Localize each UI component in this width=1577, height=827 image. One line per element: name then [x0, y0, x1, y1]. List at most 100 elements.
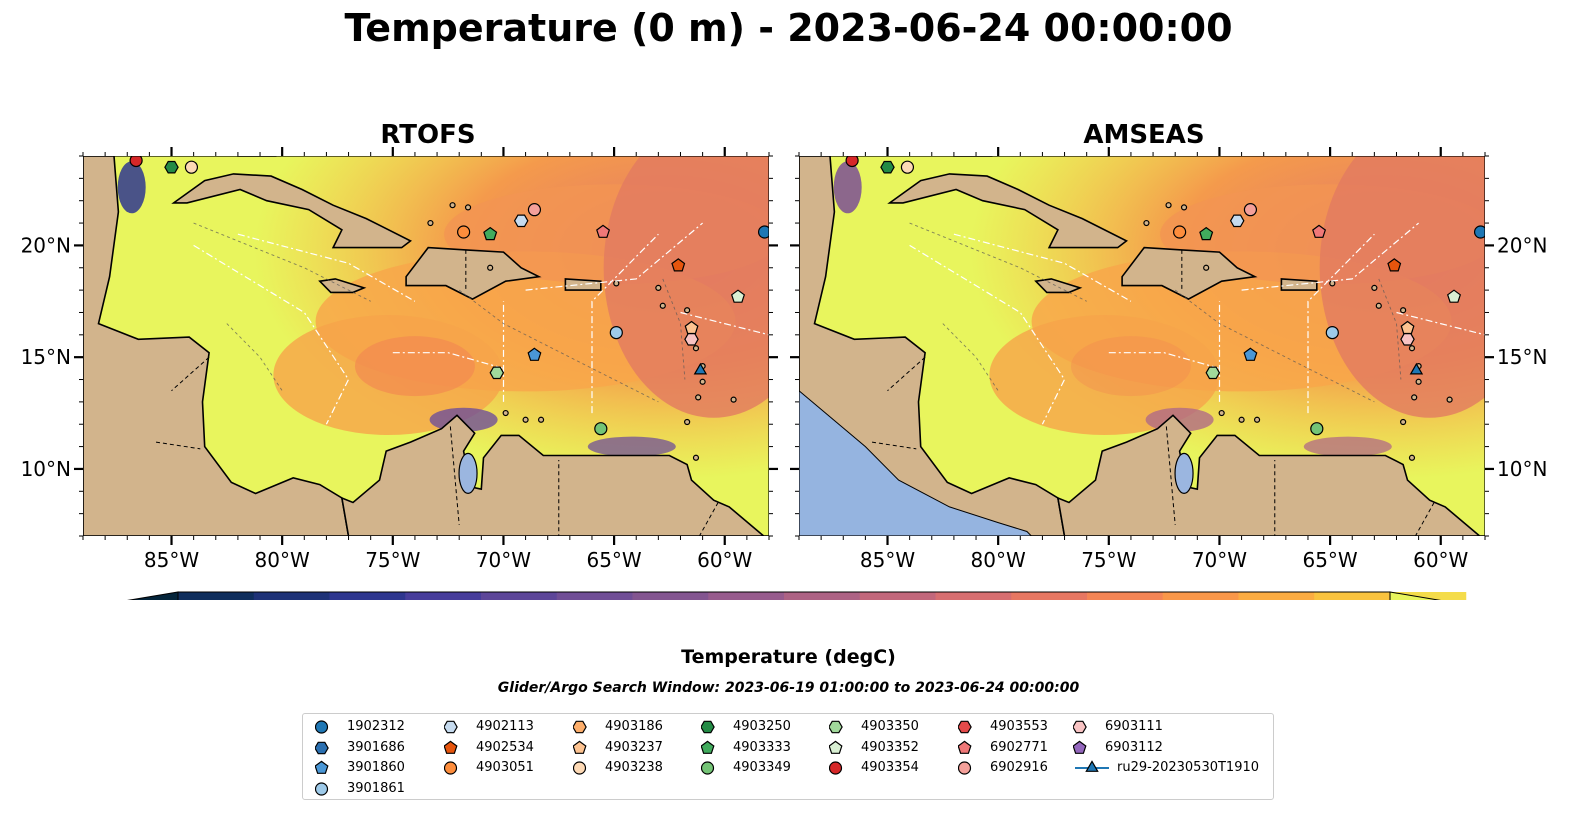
platform-marker-4902113	[513, 214, 529, 228]
land-cuba	[171, 173, 413, 249]
legend-marker-icon	[573, 740, 587, 754]
lat-tick-label: 10°N	[1497, 457, 1547, 481]
lon-tick-label: 70°W	[476, 548, 531, 572]
legend-marker	[315, 781, 329, 796]
platform-marker-4903250	[164, 160, 179, 174]
legend-marker-icon	[829, 740, 843, 754]
legend-label: 4903354	[861, 760, 919, 775]
search-window-text: Glider/Argo Search Window: 2023-06-19 01…	[497, 680, 1080, 696]
legend-marker-icon	[315, 760, 329, 774]
lon-tick-label: 70°W	[1192, 548, 1247, 572]
legend-marker	[1085, 760, 1099, 772]
legend-marker	[444, 740, 458, 754]
lon-tick-label: 80°W	[255, 548, 310, 572]
lat-tick-label: 10°N	[21, 457, 71, 481]
map-panel-rtofs	[83, 156, 769, 536]
land-florida	[237, 156, 277, 157]
platform-marker-ru29-20230530T1910	[1409, 362, 1424, 375]
platform-marker-3901861	[1325, 325, 1339, 340]
legend-marker	[573, 761, 587, 775]
land-hispaniola	[405, 246, 542, 301]
legend-marker-icon	[444, 740, 458, 754]
legend-marker-icon	[444, 761, 458, 775]
platform-marker-4903350	[489, 366, 505, 380]
legend-marker-icon	[701, 720, 715, 734]
platform-marker-3901861	[609, 325, 623, 340]
colorbar-bin	[1238, 592, 1315, 600]
legend-label: 6902771	[990, 739, 1048, 755]
platform-marker-4903238	[900, 160, 915, 174]
legend-marker	[958, 720, 972, 734]
lat-tick-label: 20°N	[21, 233, 71, 257]
colorbar-extend-min	[126, 591, 179, 600]
lon-tick-label: 65°W	[1302, 548, 1357, 572]
platform-marker-4903352	[730, 289, 746, 303]
platform-marker-6902771	[596, 224, 611, 238]
platform-marker-4903250	[880, 160, 895, 174]
legend-marker	[315, 720, 329, 734]
legend-marker-icon	[573, 720, 587, 734]
platform-marker-4902534	[1387, 258, 1402, 272]
platform-marker-6903111	[1400, 333, 1415, 346]
map-figure: 85°W 80°W 75°W 70°W 65°W 60°W 20°N 15°N 10°N 85°W…	[21, 147, 1547, 600]
colorbar-bin	[708, 592, 785, 600]
legend-label: 4903333	[733, 739, 791, 755]
platform-marker-4903238	[184, 160, 199, 174]
colorbar-bin	[1390, 592, 1467, 600]
colorbar-bin	[178, 592, 255, 600]
land-puertoRico	[564, 278, 602, 291]
legend-marker-icon	[444, 720, 458, 734]
legend-marker-icon	[1073, 740, 1087, 754]
land-jamaica	[318, 278, 367, 294]
legend-marker	[829, 740, 843, 754]
lon-tick-label: 60°W	[1413, 548, 1468, 572]
legend-marker	[829, 720, 843, 734]
colorbar-bin	[935, 592, 1012, 600]
legend-marker-icon	[958, 740, 972, 754]
platform-marker-4903051	[1173, 225, 1187, 239]
land-florida	[953, 156, 993, 157]
platform-marker-ru29-20230530T1910	[693, 362, 708, 375]
legend-marker	[315, 741, 329, 754]
legend-marker	[573, 740, 587, 754]
colorbar-bin	[1087, 592, 1164, 600]
legend-marker-icon	[829, 720, 843, 734]
platform-marker-1902312	[757, 225, 769, 239]
legend-marker-icon	[958, 720, 972, 734]
legend-marker	[701, 761, 715, 775]
masked-region	[799, 390, 1033, 536]
platform-marker-4903352	[1446, 289, 1462, 303]
colorbar-bin	[329, 592, 406, 600]
platform-marker-4903333	[1199, 226, 1214, 241]
legend-marker	[829, 761, 843, 775]
platform-marker-4903354	[129, 156, 143, 168]
platform-marker-4902113	[1229, 214, 1245, 228]
legend-marker-icon	[315, 720, 329, 734]
legend-label: 4903352	[861, 739, 919, 755]
legend-label: 4903250	[733, 719, 791, 734]
colorbar-bin	[1011, 592, 1088, 600]
platform-marker-4903349	[594, 422, 608, 436]
lat-tick-label: 20°N	[1497, 233, 1547, 257]
platform-marker-4903354	[845, 156, 859, 168]
legend-marker	[701, 740, 715, 754]
legend-marker	[315, 760, 329, 774]
colorbar-bin	[405, 592, 482, 600]
colorbar-label: Temperature (degC)	[681, 646, 896, 668]
legend-marker-icon	[829, 761, 843, 775]
legend-label: 6902916	[990, 760, 1048, 775]
legend-marker-icon	[701, 761, 715, 775]
lake	[458, 452, 478, 495]
platform-marker-6902771	[1312, 224, 1327, 238]
legend-marker-icon	[701, 740, 715, 754]
colorbar-bin	[481, 592, 558, 600]
legend-marker-icon	[1075, 760, 1109, 772]
legend-label: 1902312	[347, 719, 405, 734]
lon-tick-label: 60°W	[697, 548, 752, 572]
land-southAmerica	[340, 414, 769, 536]
platform-marker-4903051	[457, 225, 471, 239]
legend-label: 6903112	[1105, 739, 1163, 755]
lat-tick-label: 15°N	[1497, 345, 1547, 369]
legend-label: ru29-20230530T1910	[1117, 760, 1260, 775]
legend-label: 6903111	[1105, 719, 1163, 734]
